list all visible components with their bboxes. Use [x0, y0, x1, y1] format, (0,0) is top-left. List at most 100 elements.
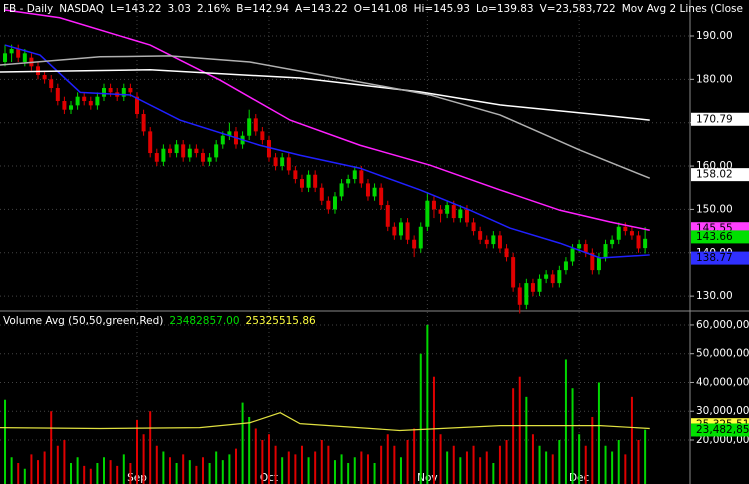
header-item: A=143.22 [295, 3, 348, 15]
volume-bar [380, 445, 383, 484]
candle-body [445, 205, 450, 214]
volume-bar [116, 465, 119, 484]
candle-body [154, 153, 159, 162]
y-tick-label: 180.00 [696, 73, 733, 85]
volume-bar [234, 448, 237, 484]
header-item: FB - Daily [3, 3, 53, 15]
candle-body [227, 131, 232, 136]
value-marker-label: 23,482,857 [696, 424, 749, 436]
candle-body [49, 79, 54, 89]
candle-body [108, 88, 113, 93]
y-tick-label: 150.00 [696, 203, 733, 215]
header-item: 2.16% [197, 3, 230, 15]
volume-bar [492, 463, 495, 484]
candle-body [167, 148, 172, 154]
volume-bar [23, 468, 26, 484]
candle-body [643, 238, 648, 249]
candle-body [62, 101, 67, 110]
header-item: 23482857.00 [169, 315, 239, 327]
volume-bar [518, 376, 521, 484]
volume-bar [459, 457, 462, 484]
volume-bar [129, 463, 132, 484]
volume-bar [188, 460, 191, 484]
candle-body [273, 157, 278, 167]
y-tick-label: 130.00 [696, 290, 733, 302]
volume-bar [4, 399, 7, 484]
candle-body [484, 239, 489, 245]
candle-body [491, 235, 496, 245]
candle-body [517, 287, 522, 305]
volume-bar [96, 463, 99, 484]
candle-body [339, 183, 344, 197]
candle-body [220, 135, 225, 145]
candle-body [313, 174, 318, 188]
candle-body [141, 114, 146, 132]
candle-body [95, 96, 100, 106]
candle-body [187, 148, 192, 158]
volume-bar [630, 396, 633, 484]
candle-body [392, 226, 397, 236]
header-item: Volume Avg (50,50,green,Red) [3, 315, 163, 327]
volume-bar [558, 439, 561, 484]
volume-bar [505, 439, 508, 484]
volume-bar [142, 434, 145, 484]
volume-bar [314, 451, 317, 484]
volume-bar [644, 429, 647, 484]
candle-body [55, 88, 60, 102]
volume-bar [43, 451, 46, 484]
value-marker [691, 251, 749, 265]
y-tick-label: 20,000,000 [696, 434, 749, 446]
candle-body [286, 157, 291, 171]
volume-bar [333, 460, 336, 484]
candle-body [458, 209, 463, 219]
volume-bar [195, 465, 198, 484]
candle-body [570, 248, 575, 262]
volume-bar [386, 434, 389, 484]
candle-body [266, 140, 271, 158]
value-marker-label: 138.77 [696, 252, 733, 264]
candle-body [372, 187, 377, 197]
volume-bar [248, 416, 251, 484]
volume-bar [584, 445, 587, 484]
header: FB - Daily NASDAQ L=143.22 3.03 2.16% B=142.9… [3, 3, 743, 15]
volume-bar [531, 434, 534, 484]
candle-body [590, 252, 595, 271]
volume-bar [103, 457, 106, 484]
candle-body [352, 170, 357, 180]
candle-body [504, 248, 509, 258]
candle-body [280, 157, 285, 167]
candle-body [583, 244, 588, 253]
candle-body [359, 170, 364, 184]
value-marker [691, 168, 749, 182]
candle-body [88, 101, 93, 106]
candle-body [451, 205, 456, 219]
volume-bar [10, 457, 13, 484]
candle-body [596, 257, 601, 271]
volume-bar [373, 463, 376, 484]
header-item: Lo=139.83 [476, 3, 534, 15]
value-marker [691, 112, 749, 126]
volume-bar [215, 451, 218, 484]
candle-body [16, 48, 21, 58]
value-marker [691, 423, 749, 437]
candle-body [42, 75, 47, 80]
candle-body [636, 235, 641, 249]
header-item: B=142.94 [236, 3, 289, 15]
candle-body [247, 118, 252, 136]
volume-bar [168, 457, 171, 484]
volume-bar [479, 457, 482, 484]
y-tick-label: 40,000,000 [696, 376, 749, 388]
volume-bar [281, 457, 284, 484]
candle-body [174, 144, 179, 154]
volume-bar [597, 382, 600, 484]
candle-body [148, 131, 153, 154]
volume-bar [551, 454, 554, 484]
volume-bar [149, 411, 152, 484]
candle-body [326, 200, 331, 210]
volume-bar [393, 445, 396, 484]
volume-bar [89, 468, 92, 484]
value-marker-label: 170.79 [696, 113, 733, 125]
volume-bar [241, 402, 244, 484]
candle-body [464, 209, 469, 223]
